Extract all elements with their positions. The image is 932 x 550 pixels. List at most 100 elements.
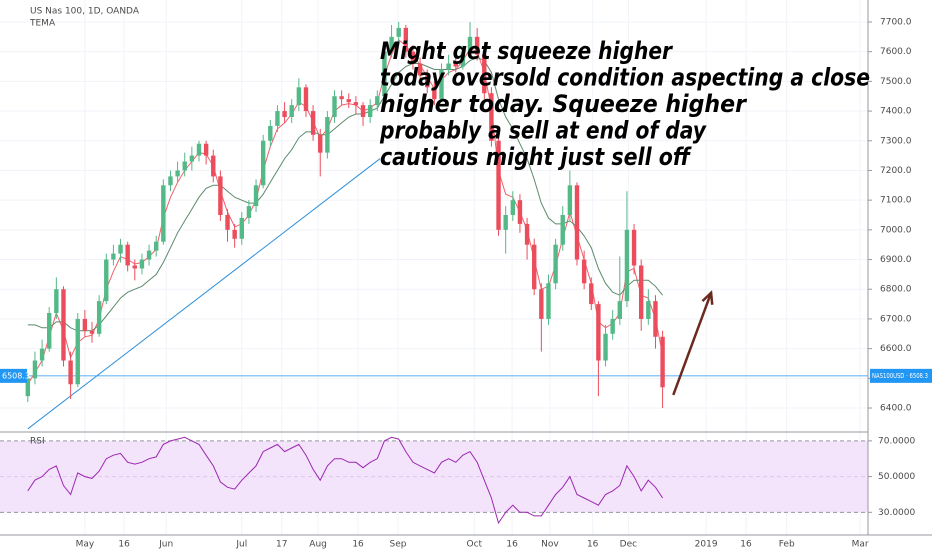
x-tick-label: 16 xyxy=(587,540,599,550)
y-tick-label: 7700.0 xyxy=(880,17,912,27)
x-tick-label: Mar xyxy=(852,540,869,550)
candle-body xyxy=(375,96,380,106)
candle-body xyxy=(482,54,487,94)
candle-body xyxy=(617,301,622,319)
candle-body xyxy=(589,283,594,305)
candle-body xyxy=(425,75,430,88)
arrow-shaft xyxy=(672,292,713,396)
y-tick-label: 6700.0 xyxy=(880,314,912,324)
candle-body xyxy=(225,215,230,230)
candle-body xyxy=(118,244,123,254)
y-tick-label: 7400.0 xyxy=(880,107,912,117)
candle-body xyxy=(61,289,66,361)
candle-body xyxy=(75,318,80,385)
candle-body xyxy=(646,301,651,319)
candle-body xyxy=(203,143,209,156)
candle-body xyxy=(310,111,316,135)
candle-body xyxy=(631,229,637,266)
candle-body xyxy=(296,87,302,106)
candle-body xyxy=(382,51,387,97)
candle-body xyxy=(260,140,266,186)
y-tick-label: 7300.0 xyxy=(880,136,912,146)
candle-body xyxy=(624,229,630,302)
annotation-line: today oversold condition aspecting a clo… xyxy=(380,64,870,92)
candle-body xyxy=(567,185,573,215)
candle-body xyxy=(560,215,565,245)
arrow-head xyxy=(701,290,714,305)
candle-body xyxy=(275,111,280,126)
candle-body xyxy=(524,223,530,245)
y-tick-label: 6400.0 xyxy=(880,404,912,414)
candle-body xyxy=(218,176,223,215)
price-label-bg xyxy=(870,368,932,383)
x-tick-label: Sep xyxy=(389,540,406,550)
candle-body xyxy=(346,99,351,103)
candle-body xyxy=(574,185,580,260)
candle-body xyxy=(25,378,31,397)
candle-body xyxy=(132,265,138,269)
candle-body xyxy=(496,140,501,230)
candle-body xyxy=(353,102,359,106)
candle-body xyxy=(268,125,273,141)
candle-body xyxy=(610,318,615,334)
candle-body xyxy=(539,289,544,319)
price-label: 6508.3 xyxy=(2,371,30,380)
candle-body xyxy=(246,206,252,218)
y-tick-label: 6800.0 xyxy=(880,285,912,295)
candle-body xyxy=(446,63,451,70)
candle-body xyxy=(146,250,152,260)
candle-body xyxy=(432,87,437,100)
x-tick-label: 2019 xyxy=(695,540,718,550)
candle-body xyxy=(239,217,244,239)
candle-body xyxy=(439,69,444,100)
candle-body xyxy=(339,96,344,100)
candle-body xyxy=(489,93,494,141)
x-tick-label: Jun xyxy=(158,540,173,550)
candle-body xyxy=(232,229,237,239)
candle-body xyxy=(32,360,38,379)
y-tick-label: 6600.0 xyxy=(880,344,912,354)
annotation-line: higher today. Squeeze higher xyxy=(380,90,748,118)
candle-body xyxy=(318,134,323,153)
tema-line xyxy=(27,57,663,332)
y-tick-label: 7600.0 xyxy=(880,47,912,57)
candle-body xyxy=(603,333,608,361)
y-tick-label: 6900.0 xyxy=(880,255,912,265)
candle-body xyxy=(474,36,480,55)
candle-body xyxy=(332,96,337,118)
candle-body xyxy=(410,51,416,64)
x-tick-label: 17 xyxy=(276,540,287,550)
candle-body xyxy=(104,259,109,302)
price-label: NAS100USD · 6508.3 xyxy=(872,372,928,380)
candle-body xyxy=(189,155,195,162)
candle-body xyxy=(139,259,145,269)
annotation-line: Might get squeeze higher xyxy=(380,37,674,65)
x-tick-label: May xyxy=(76,540,95,550)
candle-body xyxy=(532,244,537,290)
price-label-bg xyxy=(0,368,27,383)
candle-body xyxy=(125,244,130,266)
candle-body xyxy=(47,312,52,349)
y-tick-label: 7100.0 xyxy=(880,196,912,206)
indicator-label: TEMA xyxy=(29,19,56,29)
x-tick-label: Nov xyxy=(541,540,559,550)
plot xyxy=(0,21,868,525)
candle-body xyxy=(153,241,159,251)
candle-body xyxy=(82,318,88,331)
candle-body xyxy=(289,105,294,118)
candle-body xyxy=(546,283,551,319)
x-tick-label: 16 xyxy=(352,540,364,550)
x-tick-label: 16 xyxy=(118,540,130,550)
candle-body xyxy=(253,185,259,207)
candle-body xyxy=(403,27,409,52)
candle-body xyxy=(417,63,423,76)
candle-body xyxy=(168,176,173,186)
candle-body xyxy=(175,170,180,177)
candle-body xyxy=(367,105,373,118)
candle-body xyxy=(396,27,401,37)
candle-body xyxy=(596,304,601,361)
candle-body xyxy=(161,185,166,242)
x-tick-label: 16 xyxy=(506,540,518,550)
x-tick-label: Jul xyxy=(235,540,247,550)
